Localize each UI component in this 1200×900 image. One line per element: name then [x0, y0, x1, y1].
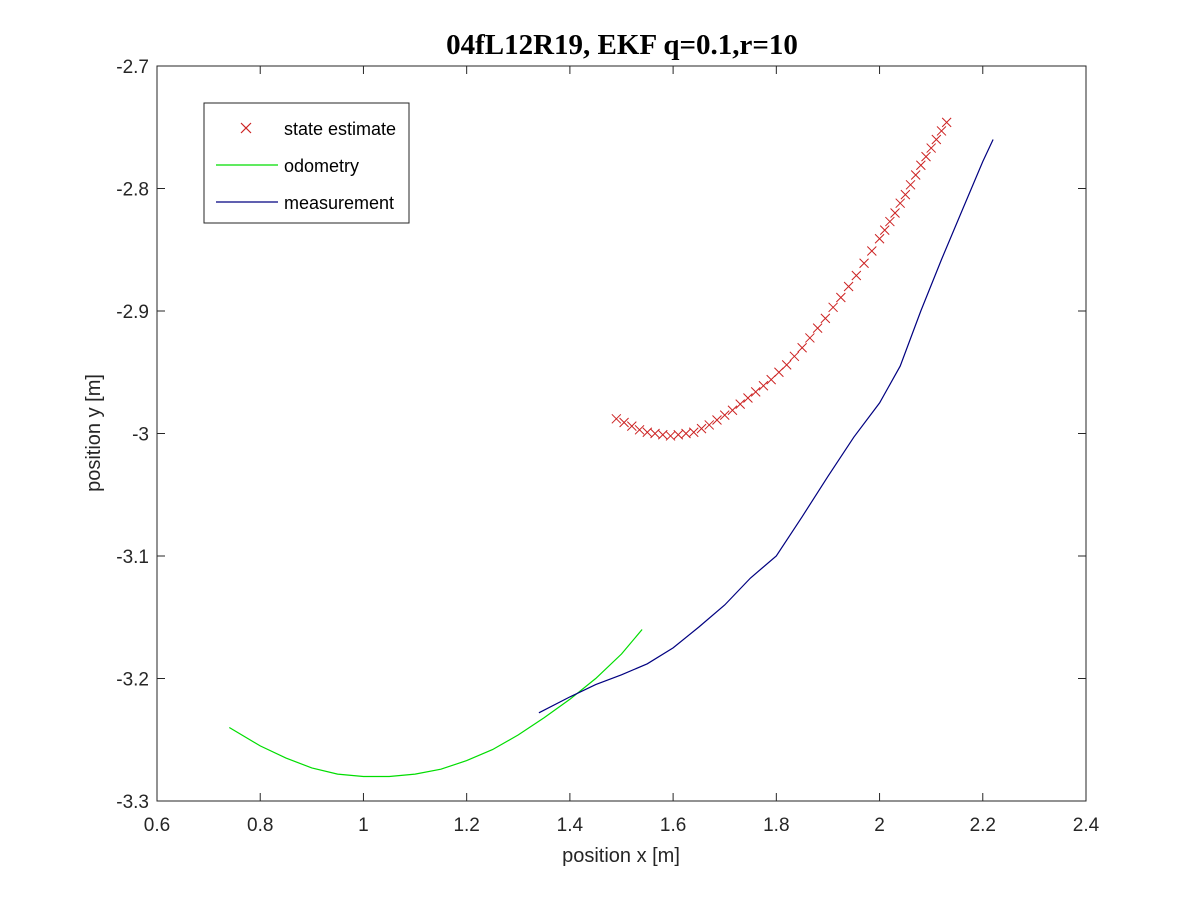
x-tick-label: 2.4: [1073, 815, 1100, 836]
series-point-state-estimate: [619, 417, 629, 428]
series-point-state-estimate: [900, 189, 911, 200]
y-tick-label: -3.3: [116, 792, 149, 813]
legend-label-measurement: measurement: [284, 193, 394, 213]
series-point-state-estimate: [704, 420, 715, 430]
y-tick-label: -2.8: [116, 180, 149, 201]
y-tick-label: -2.9: [116, 302, 149, 323]
series-point-state-estimate: [696, 423, 707, 434]
chart-title: 04fL12R19, EKF q=0.1,r=10: [446, 29, 798, 61]
legend-entry-odometry: odometry: [216, 156, 359, 176]
series-point-state-estimate: [774, 367, 784, 378]
x-tick-label: 1.4: [557, 815, 584, 836]
series-point-state-estimate: [936, 126, 947, 136]
y-tick-label: -3: [132, 425, 149, 446]
series-point-state-estimate: [758, 380, 769, 391]
series-point-state-estimate: [941, 117, 952, 128]
series-point-state-estimate: [797, 342, 807, 353]
series-point-state-estimate: [874, 233, 885, 244]
series-point-state-estimate: [712, 415, 722, 425]
x-tick-label: 0.8: [247, 815, 273, 836]
axis-ticks: 0.6 0.8 1 1.2 1.4 1.6 1.8 2 2.2 2.4 -2.7 -2.8 -2.9 -3…: [116, 57, 1099, 836]
series-point-state-estimate: [890, 208, 900, 218]
series-point-state-estimate: [931, 134, 942, 145]
series-point-state-estimate: [926, 143, 937, 153]
series-point-state-estimate: [910, 170, 921, 180]
series-point-state-estimate: [750, 386, 761, 397]
series-point-state-estimate: [781, 360, 792, 370]
series-point-state-estimate: [843, 281, 854, 292]
series-point-state-estimate: [789, 351, 800, 362]
x-tick-label: 2: [874, 815, 885, 836]
series-point-state-estimate: [921, 151, 931, 162]
x-tick-label: 2.2: [970, 815, 996, 836]
series-layer: [228, 117, 994, 778]
series-point-state-estimate: [905, 179, 916, 190]
legend-marker-state-estimate: [240, 122, 252, 134]
series-point-state-estimate: [851, 270, 862, 281]
series-point-state-estimate: [915, 160, 926, 171]
series-point-state-estimate: [766, 374, 777, 385]
series-point-state-estimate: [866, 246, 877, 256]
series-point-state-estimate: [634, 424, 645, 435]
x-tick-label: 1.6: [660, 815, 686, 836]
legend-box: [203, 102, 410, 224]
legend-label-state-estimate: state estimate: [284, 119, 396, 139]
series-point-state-estimate: [727, 405, 738, 416]
y-tick-label: -3.1: [116, 547, 149, 568]
series-point-state-estimate: [626, 421, 637, 432]
x-axis-label: position x [m]: [562, 845, 680, 867]
series-point-state-estimate: [835, 292, 846, 303]
y-tick-label: -3.2: [116, 670, 149, 691]
legend: state estimate odometry measurement: [203, 102, 410, 224]
legend-entry-measurement: measurement: [216, 193, 394, 213]
series-point-state-estimate: [743, 393, 753, 403]
series-point-state-estimate: [885, 216, 895, 227]
x-tick-label: 1.8: [763, 815, 789, 836]
legend-entry-state-estimate: state estimate: [240, 119, 396, 139]
series-point-state-estimate: [719, 410, 730, 420]
series-point-state-estimate: [820, 313, 831, 324]
series-point-state-estimate: [805, 333, 815, 343]
series-point-state-estimate: [879, 225, 890, 236]
y-axis-label: position y [m]: [83, 374, 105, 492]
y-tick-label: -2.7: [116, 57, 149, 78]
x-tick-label: 1.2: [453, 815, 479, 836]
legend-label-odometry: odometry: [284, 156, 359, 176]
series-point-state-estimate: [735, 399, 746, 409]
series-point-state-estimate: [828, 302, 838, 313]
x-tick-label: 0.6: [144, 815, 170, 836]
series-point-state-estimate: [812, 323, 823, 334]
series-point-state-estimate: [859, 258, 869, 269]
series-point-state-estimate: [688, 427, 699, 438]
series-point-state-estimate: [611, 413, 622, 424]
series-line-measurement: [538, 139, 994, 714]
x-tick-label: 1: [358, 815, 369, 836]
series-point-state-estimate: [895, 198, 906, 209]
